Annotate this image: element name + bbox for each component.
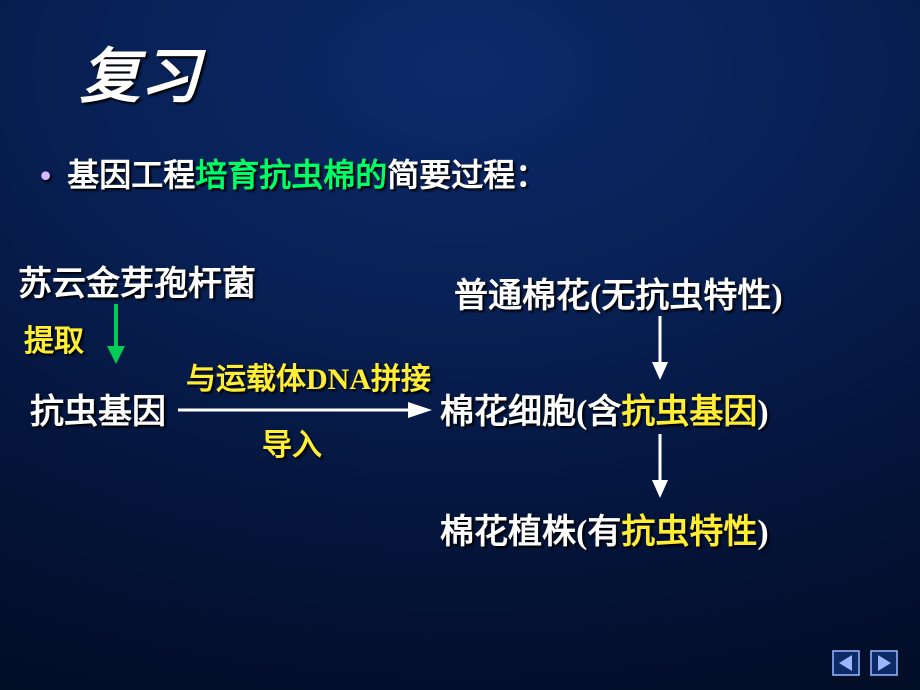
cell-yellow: 抗虫基因 — [621, 394, 757, 431]
next-button[interactable] — [870, 650, 898, 676]
bullet-line: • 基因工程培育抗虫棉的简要过程： — [40, 150, 547, 196]
arrow-right-white — [176, 398, 434, 422]
bullet-suffix: 简要过程： — [387, 157, 547, 193]
bullet-dot: • — [40, 157, 59, 193]
label-extract: 提取 — [24, 316, 84, 360]
node-bacteria: 苏云金芽孢杆菌 — [18, 256, 256, 305]
arrow-down-white-2 — [648, 432, 672, 500]
cell-post: ) — [757, 394, 768, 431]
nav-buttons — [832, 650, 898, 676]
plant-yellow: 抗虫特性 — [621, 514, 757, 551]
prev-button[interactable] — [832, 650, 860, 676]
plant-pre: 棉花植株(有 — [440, 514, 621, 551]
label-import: 导入 — [262, 420, 322, 464]
label-splice: 与运载体DNA拼接 — [186, 354, 431, 398]
arrow-down-white-1 — [648, 314, 672, 382]
node-gene: 抗虫基因 — [30, 384, 166, 433]
plant-post: ) — [757, 514, 768, 551]
bullet-green: 培育抗虫棉的 — [195, 157, 387, 193]
bullet-prefix: 基因工程 — [67, 157, 195, 193]
node-plant: 棉花植株(有抗虫特性) — [440, 504, 769, 553]
cell-pre: 棉花细胞(含 — [440, 394, 621, 431]
node-cell: 棉花细胞(含抗虫基因) — [440, 384, 769, 433]
arrow-down-green — [104, 302, 128, 366]
page-title: 复习 — [80, 28, 200, 115]
node-cotton-plain: 普通棉花(无抗虫特性) — [454, 268, 783, 317]
